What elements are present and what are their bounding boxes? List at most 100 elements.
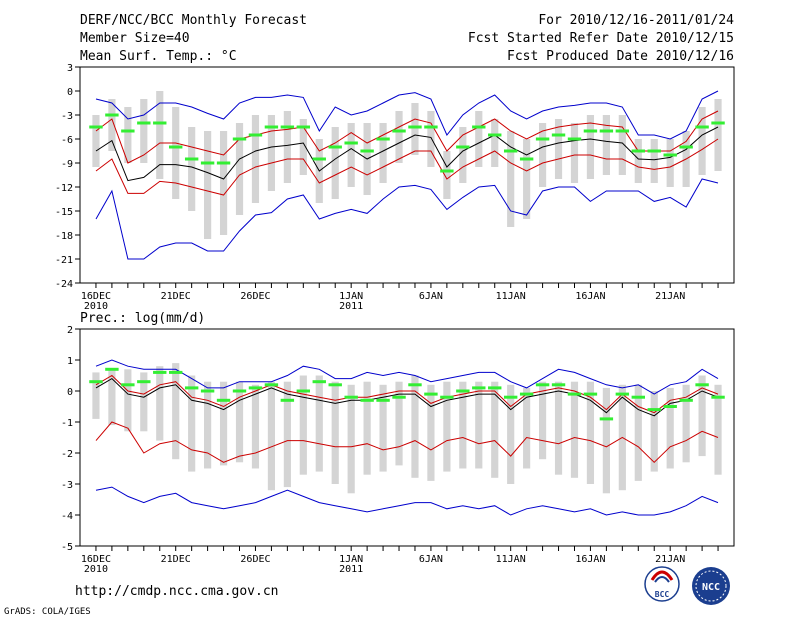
bcc-logo-arc-red xyxy=(650,570,674,581)
spread-bar xyxy=(507,131,515,227)
spread-bar xyxy=(634,139,642,183)
spread-bar xyxy=(379,123,387,183)
plot-frame xyxy=(79,66,735,284)
spread-bar xyxy=(666,139,674,187)
spread-bar xyxy=(538,381,547,460)
bcc-logo: BCC xyxy=(644,566,680,602)
x-tick-label: 21DEC xyxy=(161,291,191,302)
variable-label: Mean Surf. Temp.: °C xyxy=(80,49,237,64)
spread-bar xyxy=(491,119,499,167)
forecast-start-date: Fcst Started Refer Date 2010/12/15 xyxy=(468,31,734,46)
outer-line xyxy=(95,359,719,395)
y-tick-label: -6 xyxy=(61,135,73,146)
bcc-logo-text: BCC xyxy=(655,590,670,599)
spread-bar xyxy=(411,375,419,478)
spread-bar xyxy=(235,381,244,463)
x-tick-label: 21DEC xyxy=(161,554,191,565)
median-line xyxy=(95,126,719,182)
inner-line xyxy=(95,138,719,196)
spread-bar xyxy=(379,384,387,472)
x-tick-label: 6JAN xyxy=(419,291,443,302)
spread-bar xyxy=(188,375,196,472)
bcc-logo-arc-blue xyxy=(654,576,670,583)
median-line xyxy=(95,377,719,417)
spread-bar xyxy=(331,127,339,199)
spread-bar xyxy=(507,384,515,484)
spread-bar xyxy=(283,111,291,183)
spread-bar xyxy=(140,99,148,163)
spread-bar xyxy=(491,381,499,478)
spread-bar xyxy=(650,139,658,183)
spread-bar xyxy=(267,381,276,491)
x-tick-label: 21JAN xyxy=(655,291,685,302)
spread-bar xyxy=(459,127,467,183)
spread-bar xyxy=(554,381,563,475)
spread-bar xyxy=(427,384,435,481)
spread-bar xyxy=(538,123,547,187)
x-tick-label: 16DEC xyxy=(81,554,111,565)
y-tick-label: -12 xyxy=(55,183,73,194)
spread-bar xyxy=(602,387,610,494)
x-tick-label: 16DEC xyxy=(81,291,111,302)
precip-title: Prec.: log(mm/d) xyxy=(80,311,205,326)
spread-bar xyxy=(124,369,132,432)
spread-bar xyxy=(188,127,196,211)
spread-bar xyxy=(666,387,674,469)
x-year-label: 2011 xyxy=(339,564,363,575)
spread-bar xyxy=(156,91,164,179)
plot-frame xyxy=(79,328,735,547)
spread-bar xyxy=(108,369,116,426)
spread-bar xyxy=(602,115,610,175)
spread-bar xyxy=(554,119,563,179)
outer-line xyxy=(95,178,719,260)
spread-bar xyxy=(586,381,595,484)
y-tick-label: -15 xyxy=(55,207,73,218)
spread-bar xyxy=(92,115,100,167)
spread-bar xyxy=(331,381,339,484)
spread-bar xyxy=(172,363,180,460)
spread-bar xyxy=(363,381,371,475)
x-tick-label: 1JAN xyxy=(339,291,363,302)
x-tick-label: 16JAN xyxy=(575,554,605,565)
spread-bar xyxy=(299,375,307,475)
x-tick-label: 1JAN xyxy=(339,554,363,565)
y-tick-label: 2 xyxy=(67,325,73,336)
spread-bar xyxy=(283,381,291,488)
spread-bar xyxy=(475,111,483,167)
spread-bar xyxy=(523,139,531,219)
temperature-panel: 3 0 -3 -6 -9 -12 -15 -18 -21 -24 16DEC 21DEC 26DEC 1J… xyxy=(55,63,735,312)
spread-bar xyxy=(714,99,722,171)
x-tick-label: 11JAN xyxy=(496,554,526,565)
spread-bar xyxy=(92,372,100,419)
spread-bar xyxy=(586,115,595,179)
spread-bar xyxy=(682,384,690,463)
x-tick-label: 11JAN xyxy=(496,291,526,302)
y-tick-label: 3 xyxy=(67,63,73,74)
outer-line xyxy=(95,486,719,516)
spread-bar xyxy=(204,381,212,469)
ncc-logo-globe xyxy=(692,567,730,605)
y-tick-label: -18 xyxy=(55,231,73,242)
y-tick-label: -21 xyxy=(55,255,73,266)
inner-line xyxy=(95,374,719,414)
spread-bar xyxy=(395,381,403,466)
spread-bar xyxy=(427,111,435,167)
spread-bar xyxy=(235,123,244,215)
spread-bar xyxy=(204,131,212,239)
spread-bar xyxy=(459,381,467,469)
spread-bar xyxy=(108,99,116,151)
x-year-label: 2011 xyxy=(339,301,363,312)
spread-bar xyxy=(634,384,642,481)
spread-bar xyxy=(219,131,228,235)
spread-bar xyxy=(315,375,323,472)
x-tick-label: 6JAN xyxy=(419,554,443,565)
spread-bar xyxy=(251,115,260,203)
spread-bar xyxy=(523,387,531,469)
y-tick-label: -1 xyxy=(61,418,73,429)
source-url[interactable]: http://cmdp.ncc.cma.gov.cn xyxy=(75,584,279,599)
precipitation-panel: 2 1 0 -1 -2 -3 -4 -5 16DEC 21DEC 26DEC 1JAN 6JAN 11JA… xyxy=(61,325,735,575)
spread-bar xyxy=(570,381,579,478)
x-year-label: 2010 xyxy=(84,301,108,312)
y-tick-label: -24 xyxy=(55,279,73,290)
